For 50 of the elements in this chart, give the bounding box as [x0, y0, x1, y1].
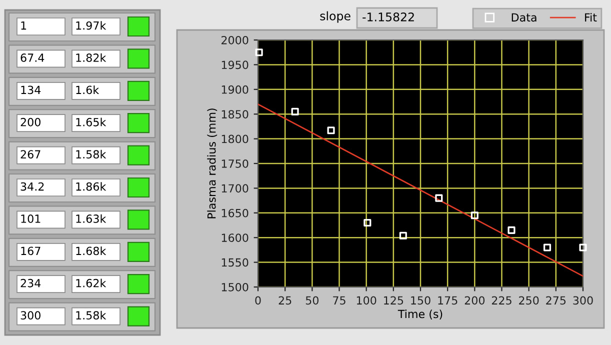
y-tick-label: 1550 [222, 258, 248, 267]
y-tick-label: 2000 [222, 36, 248, 44]
text: 1.97k [76, 21, 106, 30]
text: 1.62k [76, 278, 106, 288]
text: 101 [21, 214, 40, 223]
y-tick-label: 1600 [222, 234, 248, 242]
x-axis-title: Time (s) [398, 310, 442, 320]
x-tick-label: 150 [411, 296, 430, 305]
y-tick-label: 1500 [222, 282, 248, 292]
x-tick-label: 25 [278, 296, 292, 305]
text: 1.68k [76, 246, 106, 256]
text: 1.6k [76, 86, 100, 94]
text: 134 [21, 86, 41, 94]
x-tick-label: 75 [333, 296, 346, 305]
text: 234 [20, 278, 41, 288]
y-tick-label: 1900 [222, 85, 248, 94]
x-tick-label: 275 [546, 296, 566, 305]
legend-label: Data [512, 13, 536, 22]
y-tick-label: 1650 [222, 208, 248, 218]
y-tick-label: 1750 [222, 159, 248, 168]
x-tick-label: 250 [519, 296, 539, 305]
y-tick-label: 1800 [222, 134, 248, 144]
text: 300 [20, 311, 40, 320]
text: 1.58k [76, 150, 106, 159]
text: 1.82k [76, 53, 106, 62]
text: 1.63k [76, 214, 106, 223]
y-tick-label: 1950 [222, 60, 248, 70]
x-tick-label: 0 [255, 296, 261, 305]
y-axis-title: Plasma radius (mm) [207, 108, 218, 218]
x-tick-label: 200 [464, 296, 485, 305]
text: -1.15822 [362, 12, 414, 22]
y-tick-label: 1850 [222, 110, 248, 118]
text: 1.58k [76, 310, 106, 320]
text: 34.2 [20, 182, 44, 191]
legend-label: Fit [585, 13, 597, 22]
x-tick-label: 300 [573, 296, 593, 305]
x-tick-label: 125 [384, 296, 404, 305]
text: 1.65k [76, 118, 106, 126]
text: 1.86k [76, 182, 106, 191]
text: 267 [20, 150, 40, 159]
text: 1 [21, 21, 26, 30]
text: 67.4 [20, 54, 44, 62]
x-tick-label: 50 [306, 296, 318, 305]
text: 200 [20, 118, 40, 126]
text: 167 [21, 246, 40, 256]
text: slope [320, 11, 350, 23]
x-tick-label: 225 [492, 296, 512, 305]
y-tick-label: 1700 [222, 184, 248, 193]
x-tick-label: 175 [438, 296, 458, 305]
x-tick-label: 100 [356, 296, 376, 305]
